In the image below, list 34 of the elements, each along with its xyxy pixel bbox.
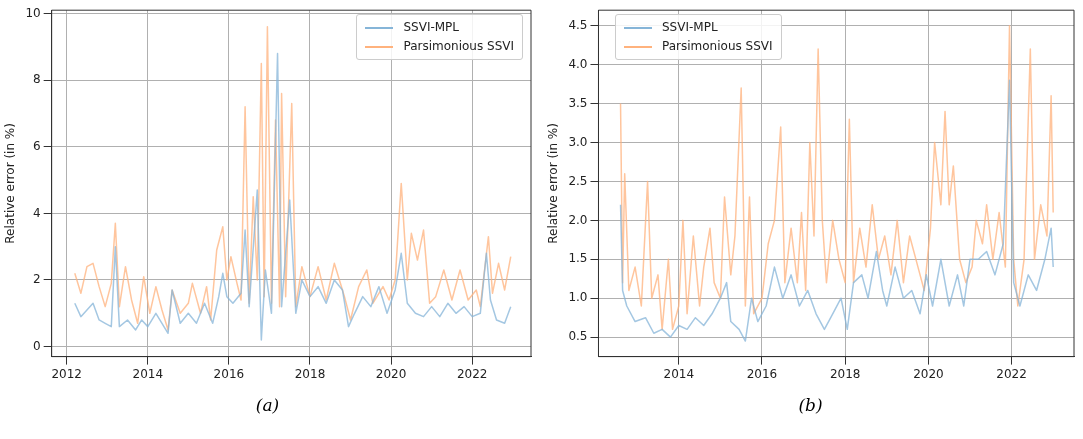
text: (a) [254, 395, 281, 415]
x-tick-label: 2018 [294, 366, 326, 381]
x-tick-label: 2020 [913, 366, 944, 381]
x-tick-label: 2014 [663, 366, 695, 381]
y-tick-label: 8 [33, 72, 41, 87]
y-tick-label: 4.5 [568, 17, 588, 32]
y-tick-label: 2.0 [568, 212, 588, 227]
y-tick-label: 4.0 [568, 56, 588, 71]
legend-label: Parsimonious SSVI [662, 38, 773, 55]
x-tick-label: 2018 [829, 366, 861, 381]
x-tick-label: 2016 [746, 366, 778, 381]
x-tick-label: 2012 [51, 366, 82, 381]
y-tick-label: 1.0 [568, 290, 588, 305]
y-axis-title: Relative error (in %) [546, 123, 561, 244]
legend-label: SSVI-MPL [662, 19, 718, 36]
x-tick-label: 2020 [375, 366, 407, 381]
y-tick-label: 2.5 [568, 173, 588, 188]
x-tick-label: 2014 [132, 366, 164, 381]
y-axis-title: Relative error (in %) [3, 123, 18, 244]
y-tick-label: 3.5 [568, 95, 588, 110]
y-tick-label: 2 [33, 272, 41, 287]
y-tick-label: 3.0 [568, 134, 588, 149]
x-tick-label: 2016 [213, 366, 245, 381]
legend-label: SSVI-MPL [403, 19, 460, 36]
x-tick-label: 2022 [456, 366, 488, 381]
text: (b) [797, 395, 824, 415]
x-tick-label: 2022 [996, 366, 1027, 381]
y-tick-label: 1.5 [568, 251, 588, 266]
legend-label: Parsimonious SSVI [403, 38, 514, 55]
y-tick-label: 6 [33, 138, 41, 153]
y-tick-label: 0 [33, 338, 41, 353]
y-tick-label: 0.5 [568, 329, 588, 344]
y-tick-label: 10 [25, 5, 41, 20]
y-tick-label: 4 [33, 205, 41, 220]
